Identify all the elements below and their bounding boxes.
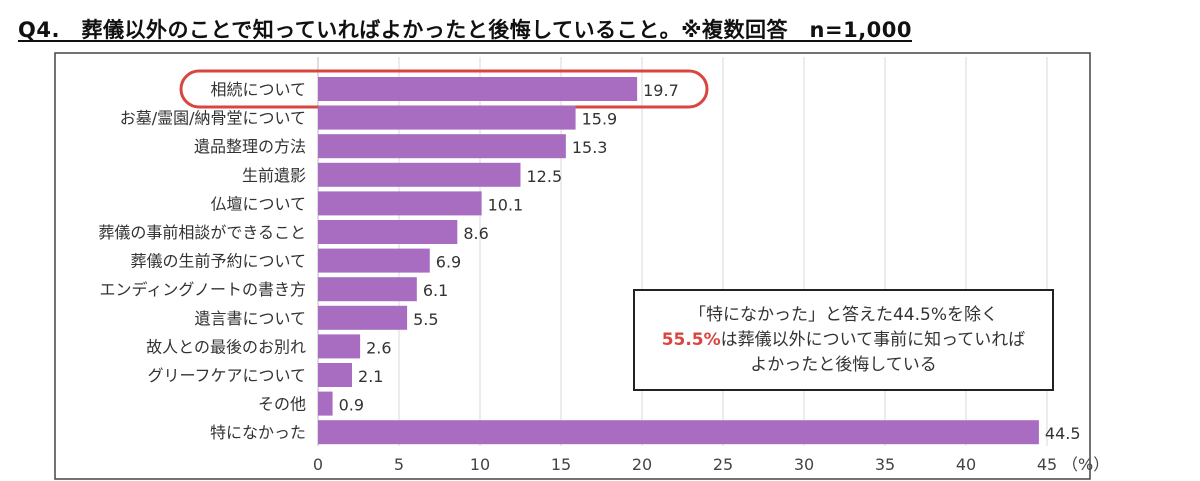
annotation-box: 「特になかった」と答えた44.5%を除く 55.5%は葬儀以外について事前に知っ…	[633, 289, 1054, 391]
bar	[318, 162, 521, 187]
annotation-highlight: 55.5%	[661, 330, 721, 350]
category-label: 相続について	[210, 80, 306, 99]
data-label: 2.1	[358, 367, 383, 386]
x-tick-label: 25	[713, 455, 733, 474]
category-label: お墓/霊園/納骨堂について	[120, 109, 306, 128]
bar	[318, 220, 458, 244]
category-label: 故人との最後のお別れ	[146, 337, 306, 356]
x-unit-label: （%）	[1062, 455, 1109, 474]
category-label: その他	[258, 395, 306, 414]
data-label: 10.1	[488, 195, 524, 214]
annotation-line-1: 「特になかった」と答えた44.5%を除く	[688, 305, 998, 325]
data-label: 5.5	[413, 310, 438, 329]
bar	[318, 105, 576, 130]
category-label: 葬儀の生前予約について	[130, 252, 306, 271]
annotation-line-3: よかったと後悔している	[750, 355, 937, 375]
x-tick-label: 5	[394, 455, 404, 474]
bar	[318, 277, 417, 302]
data-label: 0.9	[339, 396, 364, 415]
bar	[318, 391, 333, 416]
x-tick-label: 40	[956, 455, 976, 474]
bar	[318, 77, 638, 101]
x-tick-label: 20	[632, 455, 652, 474]
bar	[318, 305, 408, 330]
data-label: 6.9	[436, 253, 461, 272]
data-label: 15.3	[572, 138, 608, 157]
bar	[318, 191, 482, 216]
bar	[318, 420, 1039, 445]
category-label: 遺品整理の方法	[194, 137, 306, 156]
x-tick-label: 35	[875, 455, 895, 474]
annotation-line-2: は葬儀以外について事前に知っていれば	[720, 330, 1026, 350]
data-label: 19.7	[643, 81, 679, 100]
category-label: 葬儀の事前相談ができること	[98, 223, 306, 242]
x-tick-label: 15	[551, 455, 571, 474]
data-label: 6.1	[423, 281, 448, 300]
data-label: 2.6	[366, 338, 391, 357]
category-label: 仏壇について	[210, 194, 306, 213]
chart-title: Q4. 葬儀以外のことで知っていればよかったと後悔していること。※複数回答 n=…	[18, 18, 913, 42]
data-label: 12.5	[527, 167, 563, 186]
data-label: 15.9	[582, 110, 618, 129]
bar	[318, 334, 361, 359]
x-tick-label: 30	[794, 455, 814, 474]
bar	[318, 248, 430, 273]
category-label: グリーフケアについて	[147, 366, 306, 385]
category-label: 特になかった	[210, 423, 306, 442]
x-tick-label: 10	[470, 455, 490, 474]
bar	[318, 363, 353, 387]
data-label: 8.6	[463, 224, 488, 243]
data-label: 44.5	[1045, 424, 1081, 443]
bar	[318, 134, 566, 159]
x-tick-label: 45	[1037, 455, 1057, 474]
x-tick-label: 0	[313, 455, 323, 474]
category-label: 生前遺影	[242, 166, 306, 185]
category-label: 遺言書について	[194, 309, 306, 328]
category-label: エンディングノートの書き方	[99, 280, 306, 299]
